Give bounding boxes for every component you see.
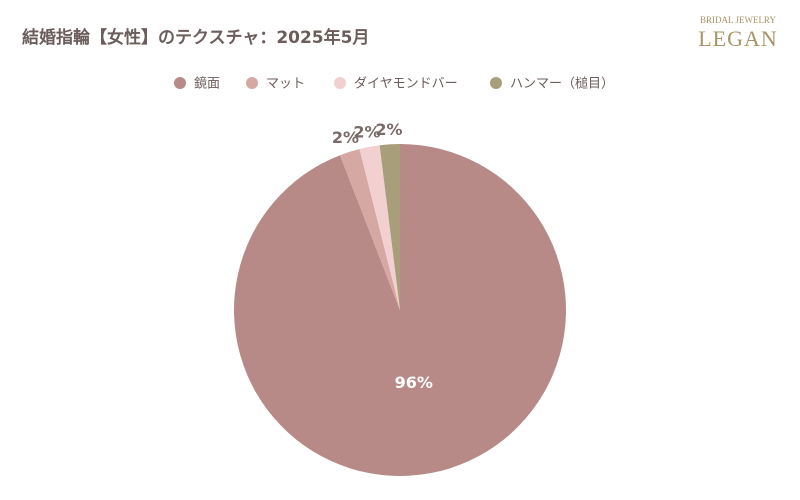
legend-label: マット	[266, 77, 305, 92]
legend-swatch	[246, 77, 258, 89]
legend-swatch	[334, 77, 346, 89]
data-label: 2%	[332, 128, 359, 147]
chart-title: 結婚指輪【女性】のテクスチャ：2025年5月	[22, 27, 369, 48]
pie-slice	[379, 144, 400, 310]
legend-label: ハンマー（槌目）	[510, 76, 614, 92]
legend-swatch	[174, 77, 186, 89]
pie-slice	[234, 144, 567, 476]
brand-name: LEGAN	[698, 26, 778, 51]
data-label: 2%	[353, 123, 380, 142]
legend-swatch	[490, 77, 502, 89]
pie-slice	[359, 145, 400, 310]
legend-label: 鏡面	[194, 77, 220, 92]
brand-subtitle: BRIDAL JEWELRY	[700, 15, 776, 25]
data-label: 96%	[395, 373, 433, 392]
pie-slice	[340, 149, 400, 310]
data-label: 2%	[375, 120, 402, 139]
legend-label: ダイヤモンドバー	[354, 77, 458, 92]
